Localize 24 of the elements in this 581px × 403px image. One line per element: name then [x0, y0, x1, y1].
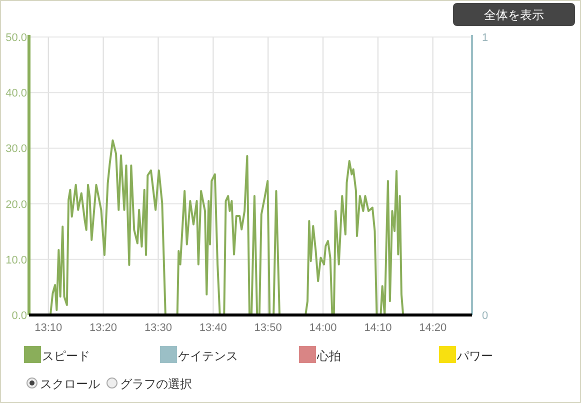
y-tick-label: 30.0 — [6, 143, 27, 156]
y2-tick-label: 1 — [482, 32, 488, 44]
y-tick-label: 50.0 — [6, 32, 27, 44]
y-tick-label: 20.0 — [6, 198, 27, 211]
x-tick-label: 14:10 — [364, 322, 392, 334]
x-tick-label: 13:30 — [144, 322, 172, 334]
legend-label: ケイテンス — [178, 349, 238, 363]
text: スクロール — [40, 377, 100, 391]
y-tick-label: 10.0 — [6, 254, 27, 266]
x-tick-label: 13:10 — [34, 322, 62, 334]
x-tick-label: 14:00 — [309, 322, 337, 334]
button: 全体を表示 — [453, 3, 575, 26]
y-tick-label: 40.0 — [6, 88, 27, 100]
x-tick-label: 13:50 — [254, 322, 282, 334]
x-tick-label: 14:20 — [419, 322, 447, 334]
legend-label: スピード — [42, 349, 90, 363]
x-tick-label: 13:40 — [199, 322, 227, 334]
text: グラフの選択 — [120, 377, 192, 391]
x-tick-label: 13:20 — [89, 322, 118, 334]
legend-label: パワー — [456, 349, 493, 363]
legend-label: 心拍 — [316, 349, 341, 363]
line-series — [49, 139, 404, 316]
y-tick-label: 0.0 — [12, 310, 27, 322]
y2-tick-label: 0 — [482, 310, 488, 322]
